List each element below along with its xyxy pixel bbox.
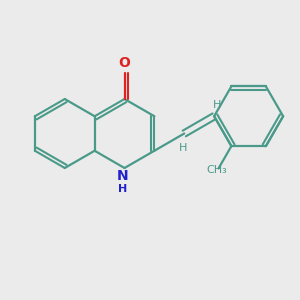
Text: H: H: [213, 100, 221, 110]
Text: N: N: [117, 169, 129, 184]
Text: O: O: [118, 56, 130, 70]
Text: H: H: [178, 143, 187, 153]
Text: CH₃: CH₃: [207, 165, 227, 175]
Text: H: H: [118, 184, 127, 194]
